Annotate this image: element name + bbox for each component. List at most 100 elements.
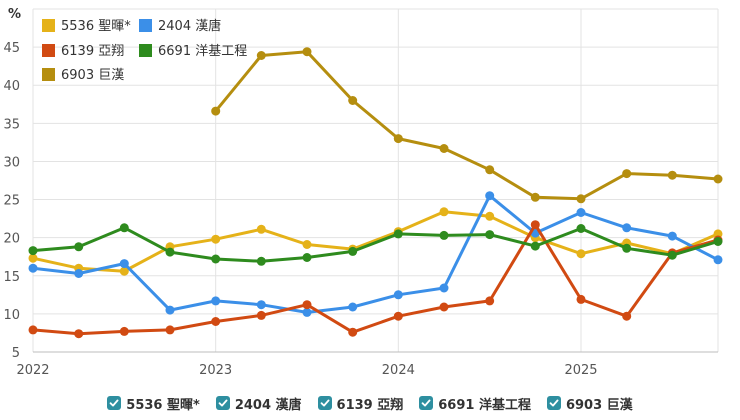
checkbox-checked-icon[interactable] (419, 396, 434, 410)
legend-swatch (42, 44, 55, 57)
series-toggle[interactable]: 2404 漢唐 (215, 394, 302, 413)
legend-swatch (139, 44, 152, 57)
data-point[interactable] (211, 296, 221, 306)
data-point[interactable] (211, 106, 221, 116)
data-point[interactable] (256, 300, 266, 310)
data-point[interactable] (348, 96, 358, 105)
series-toggle[interactable]: 6139 亞翔 (317, 394, 403, 413)
series-toggle[interactable]: 6691 洋基工程 (419, 394, 531, 413)
y-tick-label: 20 (3, 232, 20, 247)
legend-label: 6139 亞翔 (61, 44, 124, 59)
data-point[interactable] (439, 230, 449, 240)
series-toggle[interactable]: 6903 巨漢 (546, 394, 633, 413)
data-point[interactable] (28, 246, 38, 256)
data-point[interactable] (302, 47, 312, 57)
data-point[interactable] (393, 134, 403, 144)
data-point[interactable] (211, 254, 221, 264)
series-2404 (28, 191, 723, 317)
x-tick-label: 2025 (564, 363, 597, 378)
legend-label: 2404 漢唐 (158, 18, 221, 34)
data-point[interactable] (211, 234, 221, 244)
data-point[interactable] (622, 169, 632, 179)
data-point[interactable] (256, 51, 266, 60)
series-line (31, 223, 720, 336)
data-point[interactable] (667, 170, 677, 180)
data-point[interactable] (713, 237, 723, 246)
data-point[interactable] (485, 230, 495, 240)
data-point[interactable] (302, 240, 312, 249)
data-point[interactable] (439, 283, 449, 293)
legend-label: 6691 洋基工程 (158, 44, 247, 59)
data-point[interactable] (485, 191, 495, 201)
data-point[interactable] (256, 310, 266, 320)
data-point[interactable] (165, 325, 175, 335)
data-point[interactable] (348, 302, 358, 312)
data-point[interactable] (28, 325, 38, 335)
data-point[interactable] (211, 317, 221, 326)
data-point[interactable] (622, 223, 632, 233)
data-point[interactable] (667, 231, 677, 241)
data-point[interactable] (302, 307, 312, 317)
data-point[interactable] (119, 259, 129, 269)
data-point[interactable] (667, 250, 677, 260)
data-point[interactable] (576, 294, 586, 304)
legend-label: 6903 巨漢 (61, 68, 124, 83)
data-point[interactable] (530, 241, 540, 251)
data-point[interactable] (165, 305, 175, 315)
data-point[interactable] (256, 256, 266, 266)
data-point[interactable] (119, 326, 129, 336)
checkbox-checked-icon[interactable] (107, 396, 122, 410)
series-layer (28, 47, 723, 339)
y-tick-label: 30 (3, 155, 20, 170)
data-point[interactable] (622, 311, 632, 321)
data-point[interactable] (530, 192, 540, 202)
data-point[interactable] (439, 302, 449, 312)
data-point[interactable] (576, 194, 586, 204)
legend-item[interactable]: 6691 洋基工程 (139, 44, 247, 59)
data-point[interactable] (119, 223, 129, 233)
series-line (31, 226, 720, 263)
data-point[interactable] (485, 165, 495, 175)
data-point[interactable] (28, 253, 38, 263)
checkbox-checked-icon[interactable] (317, 396, 332, 410)
data-point[interactable] (485, 211, 495, 221)
data-point[interactable] (576, 224, 586, 233)
data-point[interactable] (28, 263, 38, 273)
y-tick-label: 25 (3, 194, 20, 209)
data-point[interactable] (393, 290, 403, 300)
data-point[interactable] (576, 249, 586, 259)
checkbox-checked-icon[interactable] (546, 396, 561, 410)
y-tick-label: 10 (3, 308, 20, 323)
data-point[interactable] (74, 329, 84, 339)
series-toggle[interactable]: 5536 聖暉* (107, 394, 200, 413)
data-point[interactable] (74, 269, 84, 278)
data-point[interactable] (439, 207, 449, 217)
data-point[interactable] (393, 229, 403, 239)
data-point[interactable] (439, 144, 449, 153)
data-point[interactable] (713, 174, 723, 184)
data-point[interactable] (302, 300, 312, 310)
checkbox-checked-icon[interactable] (215, 396, 230, 410)
series-toggle-label: 2404 漢唐 (234, 397, 302, 413)
data-point[interactable] (576, 208, 586, 217)
data-point[interactable] (165, 247, 175, 257)
data-point[interactable] (713, 255, 723, 265)
data-point[interactable] (622, 243, 632, 253)
legend-item[interactable]: 5536 聖暉* (42, 19, 131, 34)
data-point[interactable] (256, 224, 266, 234)
legend-item[interactable]: 2404 漢唐 (139, 18, 221, 34)
y-tick-label: 40 (3, 79, 20, 94)
data-point[interactable] (348, 327, 358, 337)
legend-item[interactable]: 6903 巨漢 (42, 68, 124, 83)
data-point[interactable] (74, 242, 84, 252)
data-point[interactable] (348, 246, 358, 256)
legend-item[interactable]: 6139 亞翔 (42, 44, 124, 59)
data-point[interactable] (485, 296, 495, 306)
data-point[interactable] (530, 220, 540, 230)
data-point[interactable] (393, 311, 403, 321)
data-point[interactable] (302, 253, 312, 262)
legend-swatch (42, 68, 55, 81)
data-point[interactable] (119, 266, 129, 276)
y-tick-label: 45 (3, 41, 20, 56)
